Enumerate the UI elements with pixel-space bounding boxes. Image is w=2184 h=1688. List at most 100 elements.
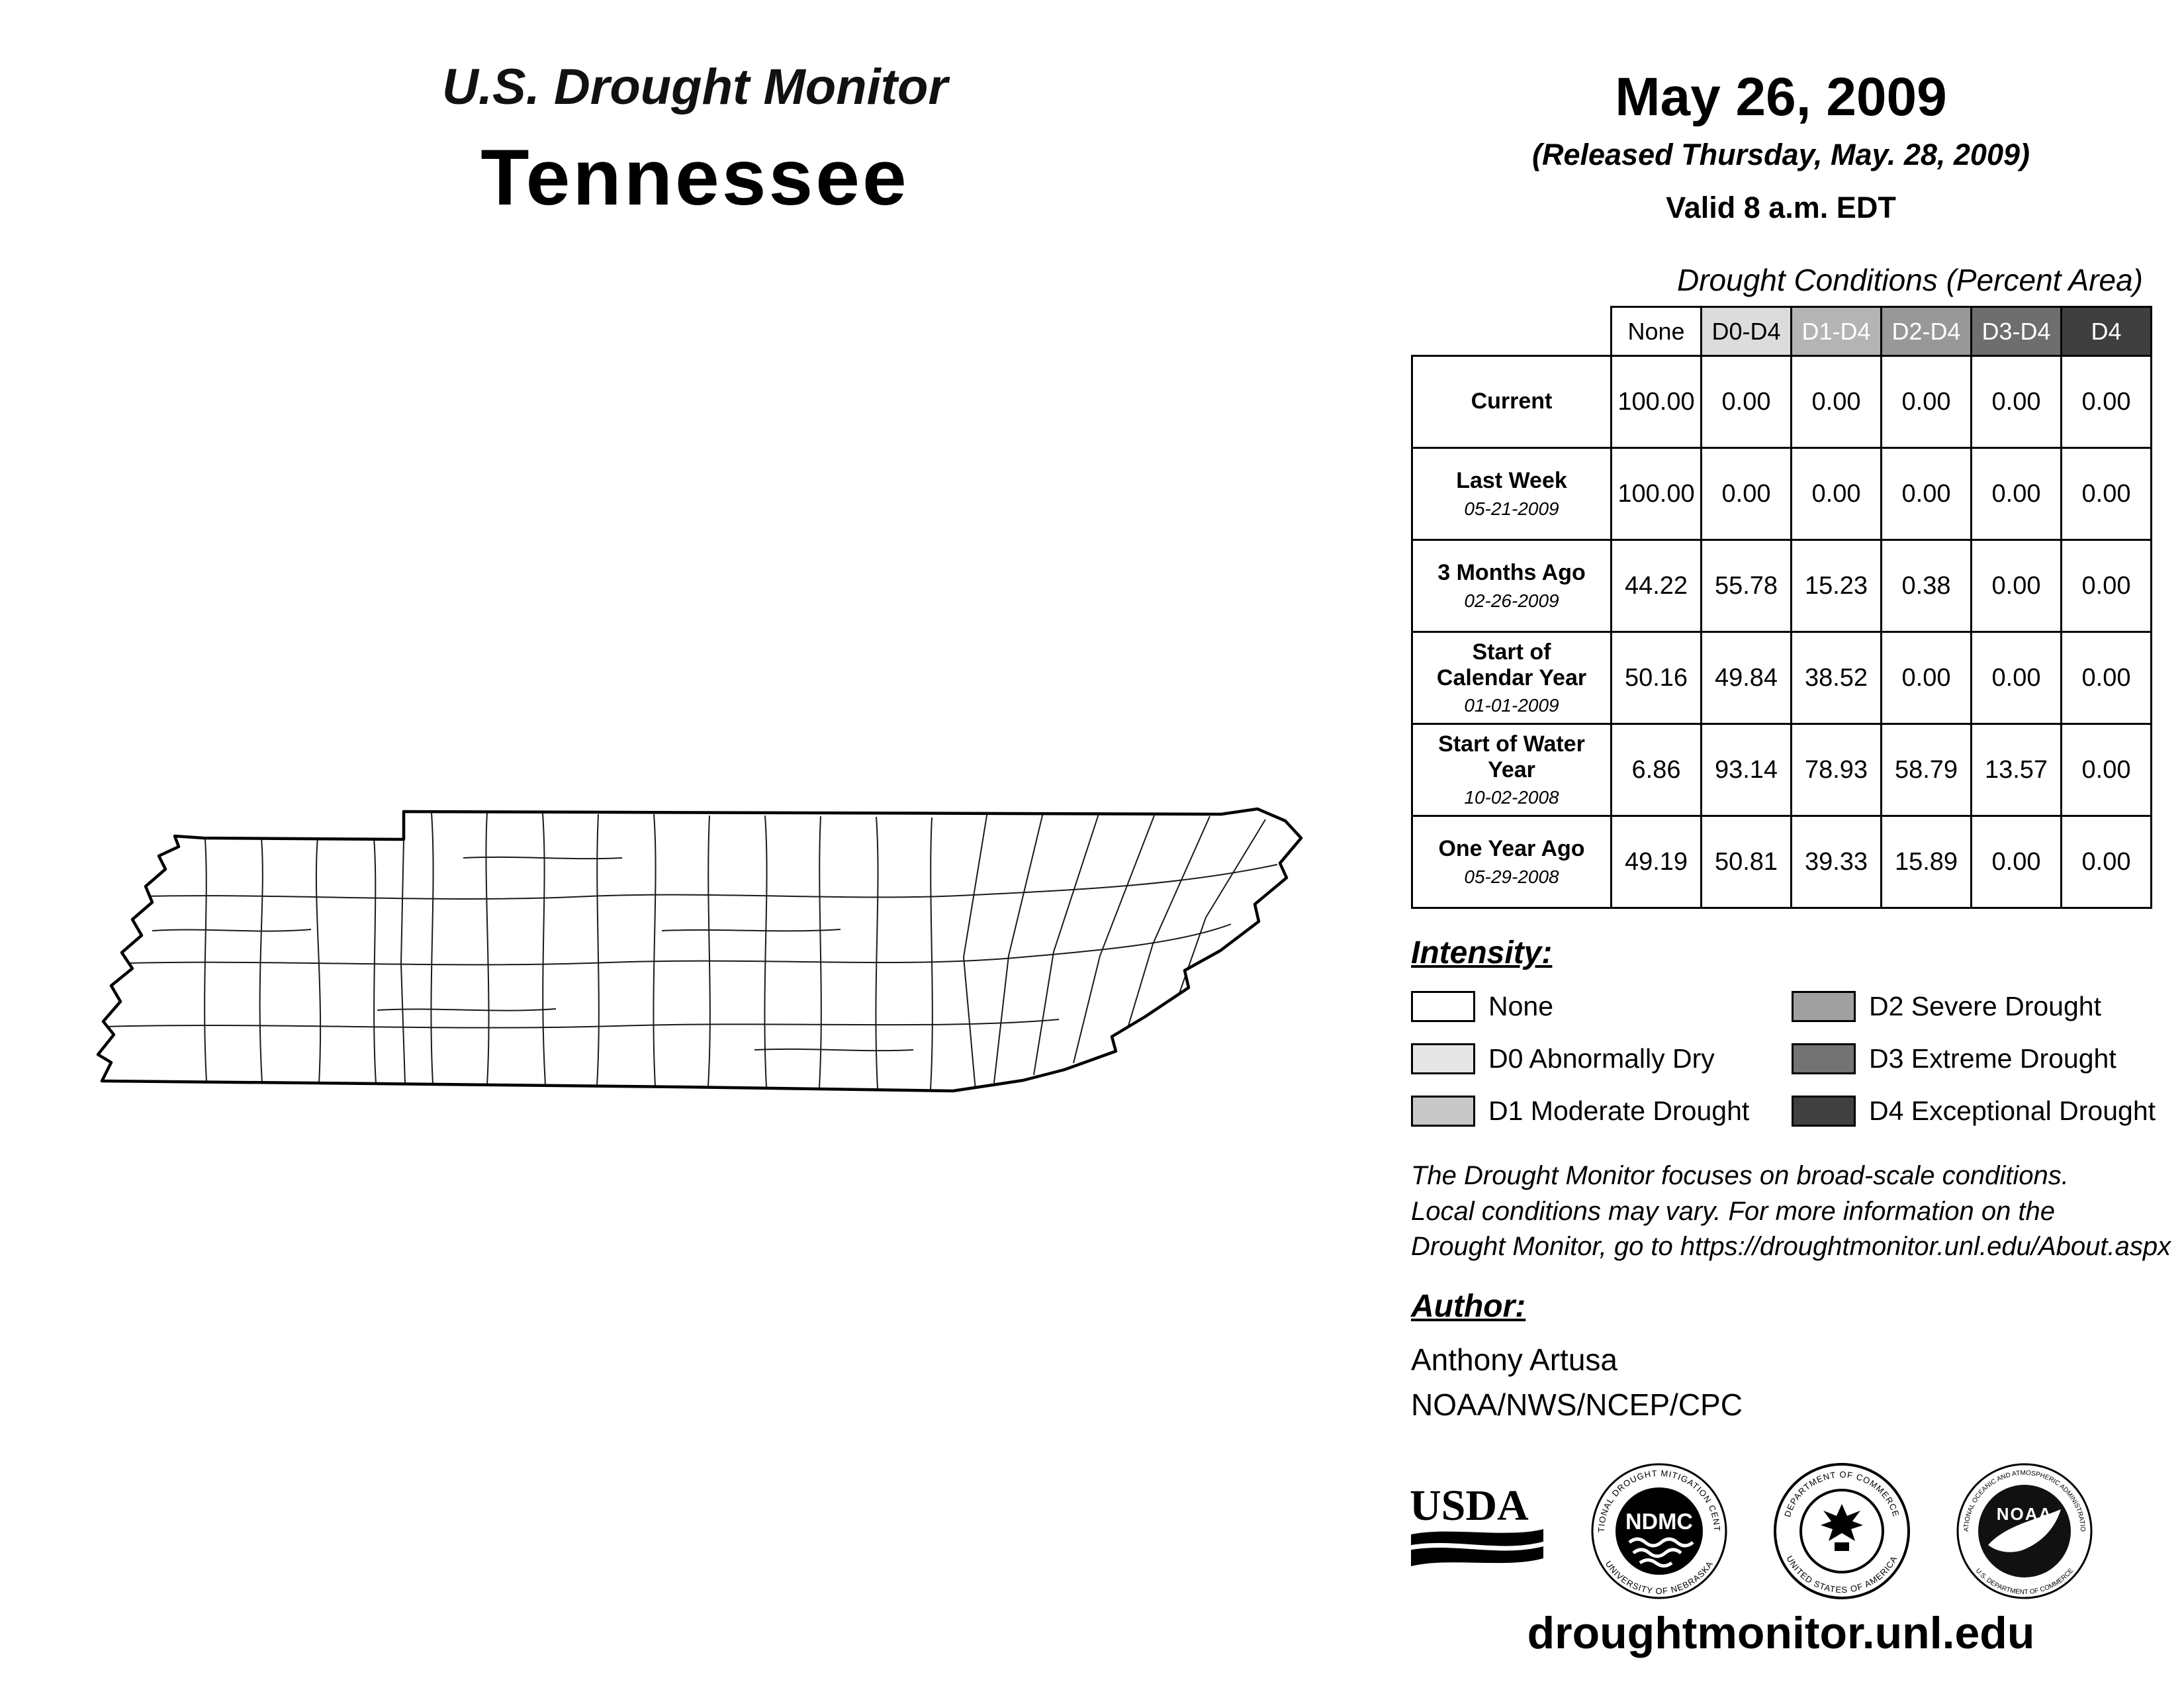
row-label-date: 01-01-2009 bbox=[1464, 695, 1559, 716]
col-header-none: None bbox=[1610, 306, 1702, 357]
table-cell: 15.23 bbox=[1790, 539, 1882, 633]
table-cell: 0.00 bbox=[2060, 723, 2152, 817]
row-label-date: 10-02-2008 bbox=[1464, 787, 1559, 808]
row-label-text: 3 Months Ago bbox=[1437, 560, 1586, 586]
table-cell: 44.22 bbox=[1610, 539, 1702, 633]
table-cell: 0.00 bbox=[1790, 355, 1882, 449]
legend-swatch-d3 bbox=[1792, 1043, 1856, 1074]
author-organization: NOAA/NWS/NCEP/CPC bbox=[1411, 1387, 1743, 1422]
commerce-seal: DEPARTMENT OF COMMERCE UNITED STATES OF … bbox=[1774, 1463, 1910, 1599]
table-cell: 0.00 bbox=[2060, 815, 2152, 909]
legend-label: D3 Extreme Drought bbox=[1869, 1043, 2116, 1074]
table-cell: 58.79 bbox=[1880, 723, 1972, 817]
row-label-text: Start of Water Year bbox=[1438, 731, 1585, 782]
table-title: Drought Conditions (Percent Area) bbox=[1677, 263, 2143, 297]
row-label-text: Start of Calendar Year bbox=[1436, 639, 1587, 690]
intensity-legend: Intensity: None D0 Abnormally Dry D1 Mod… bbox=[1411, 935, 2179, 1127]
row-label: Start of Calendar Year 01-01-2009 bbox=[1411, 631, 1612, 725]
legend-label: D0 Abnormally Dry bbox=[1488, 1043, 1715, 1074]
col-header-d2-d4: D2-D4 bbox=[1880, 306, 1972, 357]
table-cell: 0.00 bbox=[2060, 539, 2152, 633]
table-cell: 78.93 bbox=[1790, 723, 1882, 817]
table-cell: 38.52 bbox=[1790, 631, 1882, 725]
table-cell: 15.89 bbox=[1880, 815, 1972, 909]
legend-item-none: None bbox=[1411, 991, 1792, 1022]
table-cell: 50.16 bbox=[1610, 631, 1702, 725]
agency-logos: USDA NATIONAL DROUGHT MITIGATION CENTER … bbox=[1408, 1463, 2093, 1599]
legend-label: D4 Exceptional Drought bbox=[1869, 1096, 2156, 1126]
legend-swatch-d0 bbox=[1411, 1043, 1475, 1074]
date-block: May 26, 2009 (Released Thursday, May. 28… bbox=[1411, 66, 2151, 225]
row-label-date: 05-21-2009 bbox=[1464, 498, 1559, 519]
table-cell: 0.00 bbox=[1790, 447, 1882, 541]
row-label: 3 Months Ago 02-26-2009 bbox=[1411, 539, 1612, 633]
product-title: U.S. Drought Monitor bbox=[441, 59, 948, 115]
table-cell: 0.00 bbox=[1700, 447, 1792, 541]
legend-item-d1: D1 Moderate Drought bbox=[1411, 1096, 1792, 1127]
table-cell: 13.57 bbox=[1970, 723, 2062, 817]
legend-item-d3: D3 Extreme Drought bbox=[1792, 1043, 2156, 1074]
table-cell: 0.00 bbox=[2060, 631, 2152, 725]
state-name: Tennessee bbox=[480, 133, 909, 222]
table-cell: 0.00 bbox=[2060, 447, 2152, 541]
table-row: Start of Water Year 10-02-2008 6.86 93.1… bbox=[1411, 723, 2152, 817]
row-label: Current bbox=[1411, 355, 1612, 449]
table-row: 3 Months Ago 02-26-2009 44.22 55.78 15.2… bbox=[1411, 539, 2152, 633]
table-cell: 0.00 bbox=[1970, 815, 2062, 909]
table-row: Start of Calendar Year 01-01-2009 50.16 … bbox=[1411, 631, 2152, 725]
table-cell: 93.14 bbox=[1700, 723, 1792, 817]
legend-item-d4: D4 Exceptional Drought bbox=[1792, 1096, 2156, 1127]
commerce-eagle-emblem bbox=[1821, 1504, 1863, 1541]
table-cell: 0.00 bbox=[1700, 355, 1792, 449]
state-fill bbox=[98, 809, 1301, 1091]
table-corner bbox=[1412, 307, 1612, 356]
table-cell: 39.33 bbox=[1790, 815, 1882, 909]
legend-swatch-d1 bbox=[1411, 1096, 1475, 1127]
table-cell: 0.00 bbox=[1970, 631, 2062, 725]
row-label: Last Week 05-21-2009 bbox=[1411, 447, 1612, 541]
table-cell: 0.00 bbox=[1880, 355, 1972, 449]
table-cell: 0.00 bbox=[1970, 539, 2062, 633]
table-header-row: None D0-D4 D1-D4 D2-D4 D3-D4 D4 bbox=[1412, 306, 2152, 357]
table-cell: 6.86 bbox=[1610, 723, 1702, 817]
legend-label: D2 Severe Drought bbox=[1869, 991, 2101, 1021]
row-label: Start of Water Year 10-02-2008 bbox=[1411, 723, 1612, 817]
table-cell: 0.38 bbox=[1880, 539, 1972, 633]
table-cell: 49.19 bbox=[1610, 815, 1702, 909]
title-block: U.S. Drought Monitor Tennessee bbox=[218, 58, 1171, 223]
valid-time: Valid 8 a.m. EDT bbox=[1666, 191, 1896, 224]
table-cell: 100.00 bbox=[1610, 447, 1702, 541]
table-cell: 0.00 bbox=[2060, 355, 2152, 449]
table-cell: 100.00 bbox=[1610, 355, 1702, 449]
tennessee-map bbox=[96, 807, 1303, 1093]
table-row: One Year Ago 05-29-2008 49.19 50.81 39.3… bbox=[1411, 815, 2152, 909]
row-label-text: Current bbox=[1471, 389, 1553, 414]
noaa-logo: NATIONAL OCEANIC AND ATMOSPHERIC ADMINIS… bbox=[1956, 1463, 2093, 1599]
disclaimer-text: The Drought Monitor focuses on broad-sca… bbox=[1411, 1158, 2171, 1265]
author-name: Anthony Artusa bbox=[1411, 1342, 1617, 1377]
table-cell: 0.00 bbox=[1880, 631, 1972, 725]
row-label-date: 05-29-2008 bbox=[1464, 866, 1559, 887]
table-cell: 0.00 bbox=[1970, 447, 2062, 541]
table-cell: 50.81 bbox=[1700, 815, 1792, 909]
col-header-d0-d4: D0-D4 bbox=[1700, 306, 1792, 357]
row-label-date: 02-26-2009 bbox=[1464, 590, 1559, 611]
disclaimer-line: Local conditions may vary. For more info… bbox=[1411, 1196, 2056, 1226]
drought-conditions-table: None D0-D4 D1-D4 D2-D4 D3-D4 D4 Current … bbox=[1411, 306, 2152, 909]
county-boundaries bbox=[101, 811, 1278, 1091]
legend-swatch-d2 bbox=[1792, 991, 1856, 1022]
legend-swatch-none bbox=[1411, 991, 1475, 1022]
table-cell: 0.00 bbox=[1880, 447, 1972, 541]
website-url: droughtmonitor.unl.edu bbox=[1527, 1608, 2035, 1658]
legend-title: Intensity: bbox=[1411, 935, 1553, 970]
legend-label: D1 Moderate Drought bbox=[1488, 1096, 1750, 1126]
disclaimer-line: Drought Monitor, go to https://droughtmo… bbox=[1411, 1232, 2171, 1262]
legend-item-d0: D0 Abnormally Dry bbox=[1411, 1043, 1792, 1074]
table-row: Last Week 05-21-2009 100.00 0.00 0.00 0.… bbox=[1411, 447, 2152, 541]
state-outline bbox=[96, 807, 1303, 1093]
table-cell: 55.78 bbox=[1700, 539, 1792, 633]
table-cell: 0.00 bbox=[1970, 355, 2062, 449]
col-header-d4: D4 bbox=[2060, 306, 2152, 357]
row-label-text: One Year Ago bbox=[1438, 836, 1585, 862]
disclaimer-line: The Drought Monitor focuses on broad-sca… bbox=[1411, 1161, 2069, 1190]
